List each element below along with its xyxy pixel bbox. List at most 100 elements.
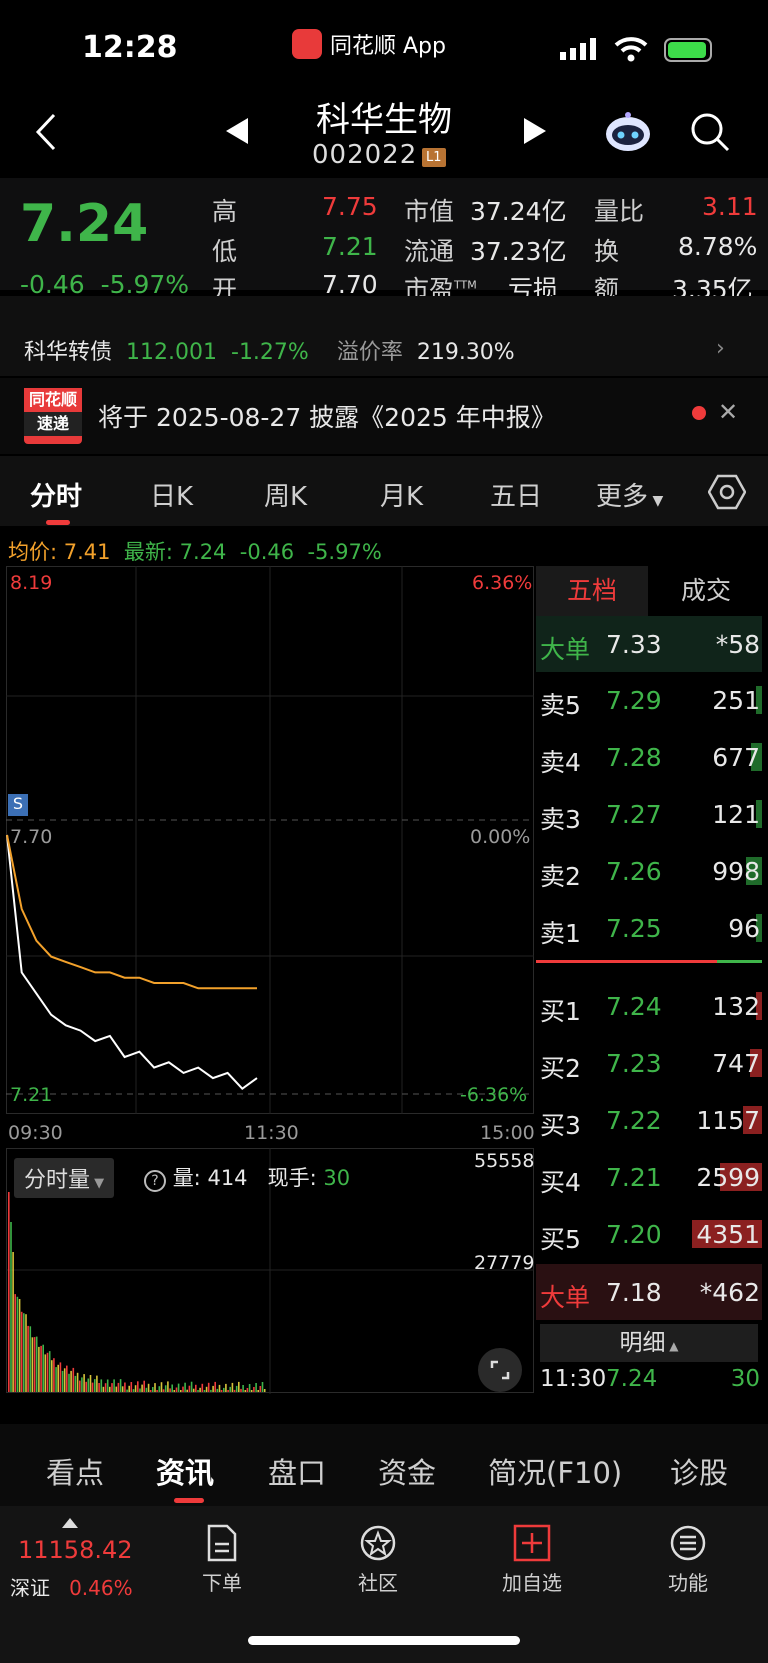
- tab-profile[interactable]: 简况(F10): [488, 1456, 623, 1490]
- volume-bar: [16, 1296, 19, 1392]
- community-button[interactable]: 社区: [318, 1524, 438, 1596]
- volume-bar: [76, 1372, 79, 1392]
- home-indicator: [248, 1636, 520, 1645]
- index-value[interactable]: 11158.42: [18, 1536, 133, 1564]
- volume-bar: [229, 1386, 231, 1392]
- tab-monthly-k[interactable]: 月K: [380, 482, 424, 512]
- volume-bar: [8, 1192, 10, 1392]
- bid-depth-bar: [749, 1049, 762, 1077]
- ask-depth-bar: [756, 914, 762, 942]
- tab-capital[interactable]: 资金: [378, 1456, 437, 1490]
- turnover-label: 换: [594, 237, 620, 266]
- tab-daily-k[interactable]: 日K: [150, 482, 194, 512]
- ask-depth-bar: [756, 686, 762, 714]
- fullscreen-icon[interactable]: [478, 1348, 522, 1392]
- volume-bar: [42, 1344, 44, 1392]
- help-circle-icon[interactable]: ?: [144, 1170, 166, 1192]
- ask-row: 卖3 7.27 121: [536, 786, 762, 842]
- cellular-signal-icon: [560, 38, 596, 60]
- volume-bar: [51, 1360, 53, 1392]
- previous-stock-arrow-icon[interactable]: [226, 118, 248, 144]
- volume-bar: [190, 1381, 193, 1392]
- volume-bar: [233, 1389, 236, 1392]
- index-info[interactable]: 深证 0.46%: [10, 1572, 133, 1601]
- quote-panel: [0, 178, 768, 290]
- news-text[interactable]: 将于 2025-08-27 披露《2025 年中报》: [98, 403, 556, 432]
- plus-square-icon: [513, 1524, 551, 1562]
- volume-now-value: 414: [207, 1166, 248, 1190]
- order-label: 下单: [202, 1571, 242, 1595]
- volume-bar: [186, 1389, 188, 1392]
- volume-bar: [25, 1314, 27, 1392]
- tab-diagnosis[interactable]: 诊股: [670, 1456, 729, 1490]
- tab-five-day[interactable]: 五日: [490, 482, 543, 512]
- news-logo-bottom: 速递: [24, 412, 82, 436]
- volume-bar: [72, 1367, 75, 1392]
- next-stock-arrow-icon[interactable]: [524, 118, 546, 144]
- avg-value: 7.41: [63, 540, 111, 564]
- tab-handicap[interactable]: 盘口: [268, 1456, 327, 1490]
- volume-ratio-label: 量比: [594, 197, 645, 226]
- tab-news[interactable]: 资讯: [156, 1456, 215, 1490]
- volume-bar: [57, 1364, 59, 1392]
- volume-bar: [257, 1390, 259, 1392]
- volume-bar: [29, 1326, 32, 1392]
- close-icon[interactable]: ✕: [718, 398, 739, 426]
- volume-bar: [263, 1389, 266, 1392]
- intraday-price-chart[interactable]: [6, 566, 534, 1116]
- ask-depth-bar: [751, 743, 762, 771]
- settings-hexagon-icon[interactable]: [708, 474, 746, 510]
- chevron-right-icon[interactable]: ›: [716, 336, 725, 361]
- float-cap-label: 流通: [404, 237, 455, 266]
- tab-intraday[interactable]: 分时: [30, 482, 83, 512]
- volume-bar: [227, 1390, 229, 1392]
- ask-price: 7.25: [606, 914, 662, 943]
- volume-bar: [81, 1377, 83, 1392]
- volume-bar: [261, 1382, 264, 1392]
- volume-bar: [137, 1381, 139, 1392]
- tab-more[interactable]: 更多 ▼: [596, 476, 663, 513]
- volume-chart[interactable]: [6, 1148, 534, 1394]
- tab-order-levels[interactable]: 五档: [536, 566, 648, 616]
- bid-vol: 4351: [696, 1220, 760, 1249]
- volume-bar: [231, 1382, 234, 1392]
- status-app-label: 同花顺 App: [292, 28, 446, 60]
- tab-highlights[interactable]: 看点: [46, 1456, 105, 1490]
- bid-price: 7.21: [606, 1163, 662, 1192]
- volume-type-dropdown[interactable]: 分时量 ▼: [14, 1158, 115, 1198]
- float-cap-value: 37.23亿: [470, 237, 567, 266]
- volume-bar: [259, 1386, 262, 1392]
- news-logo-top: 同花顺: [24, 388, 82, 412]
- news-row[interactable]: [0, 378, 768, 454]
- bid-depth-bar: [743, 1106, 762, 1134]
- volume-bar: [85, 1381, 87, 1392]
- volume-mid-label: 27779: [474, 1252, 535, 1274]
- convertible-row[interactable]: [0, 296, 768, 376]
- back-chevron-icon[interactable]: [34, 112, 58, 152]
- ask-row: 卖5 7.29 251: [536, 672, 762, 728]
- big-sell-vol: *58: [715, 630, 760, 659]
- volume-bar: [38, 1346, 40, 1392]
- dropdown-triangle-icon: ▼: [90, 1176, 105, 1191]
- big-sell-label: 大单: [540, 635, 591, 664]
- chart-low-price: 7.21: [10, 1084, 53, 1106]
- volume-bar: [61, 1370, 64, 1392]
- ask-vol: 998: [712, 857, 760, 886]
- volume-bar: [156, 1390, 158, 1392]
- ask-depth-bar: [745, 857, 762, 885]
- volume-bar: [109, 1386, 111, 1392]
- tab-weekly-k[interactable]: 周K: [264, 482, 308, 512]
- detail-toggle[interactable]: 明细 ▲: [540, 1324, 758, 1362]
- function-button[interactable]: 功能: [628, 1524, 748, 1596]
- order-button[interactable]: 下单: [162, 1524, 282, 1596]
- volume-bar: [205, 1386, 208, 1392]
- ai-robot-icon[interactable]: [604, 112, 652, 154]
- s-marker[interactable]: S: [8, 794, 28, 816]
- bid-vol: 132: [712, 992, 760, 1021]
- search-icon[interactable]: [690, 112, 730, 152]
- tab-trades[interactable]: 成交: [680, 576, 731, 605]
- add-watchlist-label: 加自选: [502, 1571, 562, 1595]
- convertible-change: -1.27%: [231, 340, 309, 365]
- community-star-icon: [360, 1525, 396, 1561]
- add-watchlist-button[interactable]: 加自选: [472, 1524, 592, 1596]
